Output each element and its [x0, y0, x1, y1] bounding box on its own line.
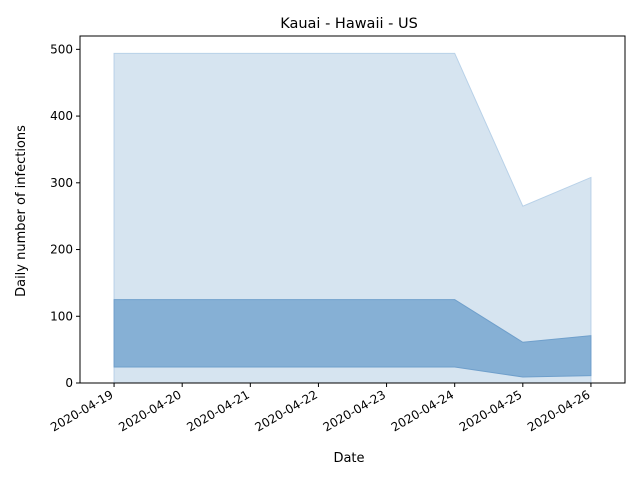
x-axis-label: Date	[333, 451, 364, 466]
y-tick-label-300: 300	[50, 176, 73, 190]
y-tick-label-500: 500	[50, 42, 73, 56]
area-band-2	[113, 299, 592, 378]
y-tick-label-0: 0	[65, 376, 73, 390]
y-tick-label-400: 400	[50, 109, 73, 123]
y-axis-label: Daily number of infections	[14, 125, 29, 297]
y-tick-label-100: 100	[50, 309, 73, 323]
y-tick-label-200: 200	[50, 243, 73, 257]
axes-frame	[79, 35, 626, 384]
chart-title: Kauai - Hawaii - US	[280, 16, 418, 32]
